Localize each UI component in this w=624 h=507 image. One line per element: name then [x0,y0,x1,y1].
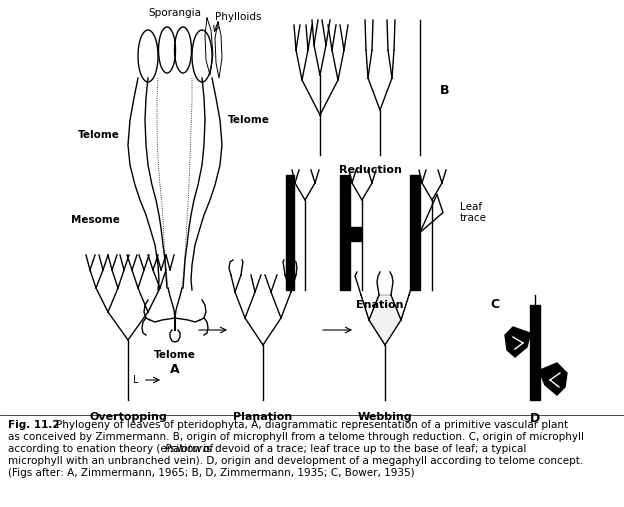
Text: D: D [530,412,540,425]
Polygon shape [530,305,540,400]
Polygon shape [286,175,294,290]
Polygon shape [540,363,567,395]
Text: according to enation theory (enation of: according to enation theory (enation of [8,444,217,454]
Polygon shape [340,175,350,290]
Text: Telome: Telome [154,350,196,360]
Text: Telome: Telome [78,130,120,140]
Polygon shape [361,295,409,345]
Text: Fig. 11.2: Fig. 11.2 [8,420,60,430]
Text: Psiloturn: Psiloturn [165,444,210,454]
Text: L: L [133,375,139,385]
Text: Leaf
trace: Leaf trace [460,202,487,223]
Text: B: B [440,84,449,96]
Text: Phylogeny of leaves of pteridophyta, A, diagrammatic representation of a primiti: Phylogeny of leaves of pteridophyta, A, … [56,420,568,430]
Text: Enation: Enation [356,300,404,310]
Text: Overtopping: Overtopping [89,412,167,422]
Text: (Figs after: A, Zimmermann, 1965; B, D, Zimmermann, 1935; C, Bower, 1935): (Figs after: A, Zimmermann, 1965; B, D, … [8,468,414,478]
Text: Telome: Telome [228,115,270,125]
Text: is devoid of a trace; leaf trace up to the base of leaf; a typical: is devoid of a trace; leaf trace up to t… [200,444,527,454]
Text: as conceived by Zimmermann. B, origin of microphyll from a telome through reduct: as conceived by Zimmermann. B, origin of… [8,432,584,442]
Text: Mesome: Mesome [71,215,120,225]
Text: Webbing: Webbing [358,412,412,422]
Polygon shape [410,175,420,290]
Text: C: C [490,298,499,311]
Text: A: A [170,363,180,376]
Polygon shape [505,327,530,357]
Polygon shape [350,227,361,240]
Text: Phylloids: Phylloids [215,12,261,22]
Text: Sporangia: Sporangia [149,8,202,18]
Text: microphyll with an unbranched vein). D, origin and development of a megaphyll ac: microphyll with an unbranched vein). D, … [8,456,583,466]
Text: Planation: Planation [233,412,293,422]
Text: Reduction: Reduction [339,165,401,175]
